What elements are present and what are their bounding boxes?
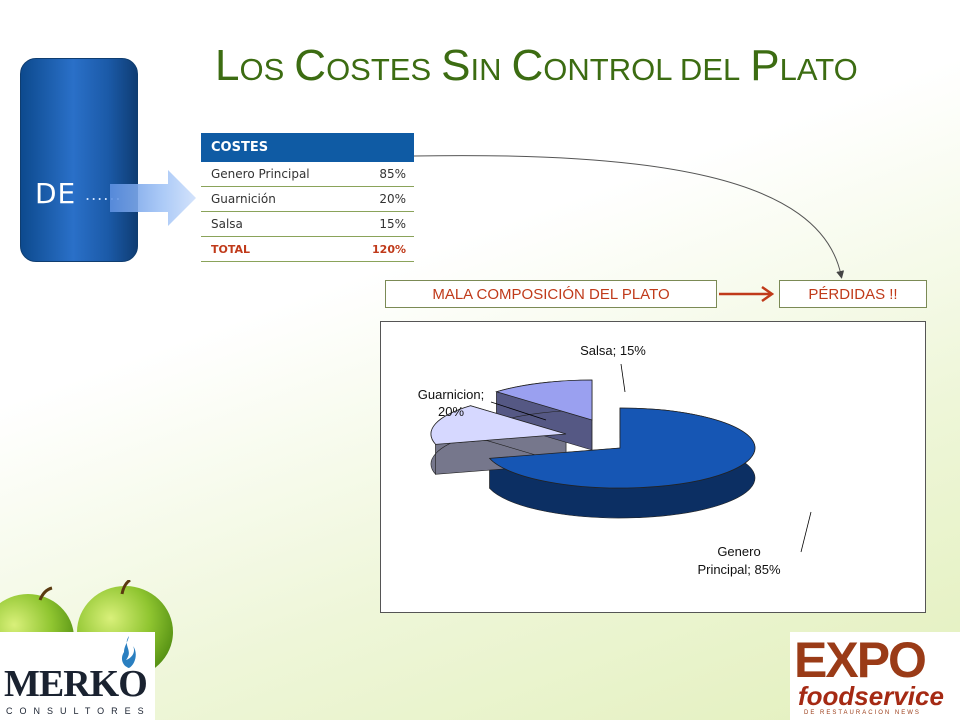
row-label: Salsa <box>211 217 243 231</box>
curved-connector-arrow <box>413 155 845 279</box>
expo-logo: EXPO foodservice DE RESTAURACION NEWS <box>790 632 960 720</box>
pie-slice-genero-principal <box>488 407 756 489</box>
pie-chart-frame: Salsa; 15% Guarnicion; 20% Genero Princi… <box>380 321 926 613</box>
expo-word: EXPO <box>794 632 927 688</box>
slide-title: LOS COSTES SIN CONTROL DEL PLATO <box>215 41 858 90</box>
expo-subtitle: foodservice <box>798 681 944 711</box>
merko-logo: MERKO CONSULTORES <box>0 632 155 720</box>
side-tab: DE ...... <box>20 58 138 262</box>
merko-subtitle: CONSULTORES <box>6 706 151 716</box>
row-label: Genero Principal <box>211 167 310 181</box>
total-label: TOTAL <box>211 243 251 256</box>
table-row: Genero Principal 85% <box>201 162 414 187</box>
pie-slice-guarnicion <box>430 405 567 445</box>
row-value: 20% <box>379 192 406 206</box>
flame-icon <box>121 636 136 668</box>
pie-slice-salsa <box>495 379 593 421</box>
flow-arrow-icon <box>719 285 775 303</box>
table-row: Guarnición 20% <box>201 187 414 212</box>
merko-name: MERKO <box>4 663 148 705</box>
side-tab-label: DE <box>35 177 77 210</box>
pie-chart: Salsa; 15% Guarnicion; 20% Genero Princi… <box>418 343 812 577</box>
losses-box: PÉRDIDAS !! <box>779 280 927 308</box>
row-value: 15% <box>379 217 406 231</box>
table-total-row: TOTAL 120% <box>201 237 414 262</box>
data-label-guarnicion-2: 20% <box>438 404 464 419</box>
bad-composition-box: MALA COMPOSICIÓN DEL PLATO <box>385 280 717 308</box>
row-label: Guarnición <box>211 192 276 206</box>
costs-table: COSTES Genero Principal 85% Guarnición 2… <box>201 133 414 262</box>
row-value: 85% <box>379 167 406 181</box>
data-label-genero-1: Genero <box>717 544 760 559</box>
data-label-genero-2: Principal; 85% <box>697 562 781 577</box>
total-value: 120% <box>372 243 406 256</box>
costs-table-header: COSTES <box>201 133 414 162</box>
expo-tagline: DE RESTAURACION NEWS <box>804 710 921 716</box>
pointer-arrow-icon <box>110 170 196 226</box>
table-row: Salsa 15% <box>201 212 414 237</box>
data-label-salsa: Salsa; 15% <box>580 343 646 358</box>
data-label-guarnicion-1: Guarnicion; <box>418 387 484 402</box>
